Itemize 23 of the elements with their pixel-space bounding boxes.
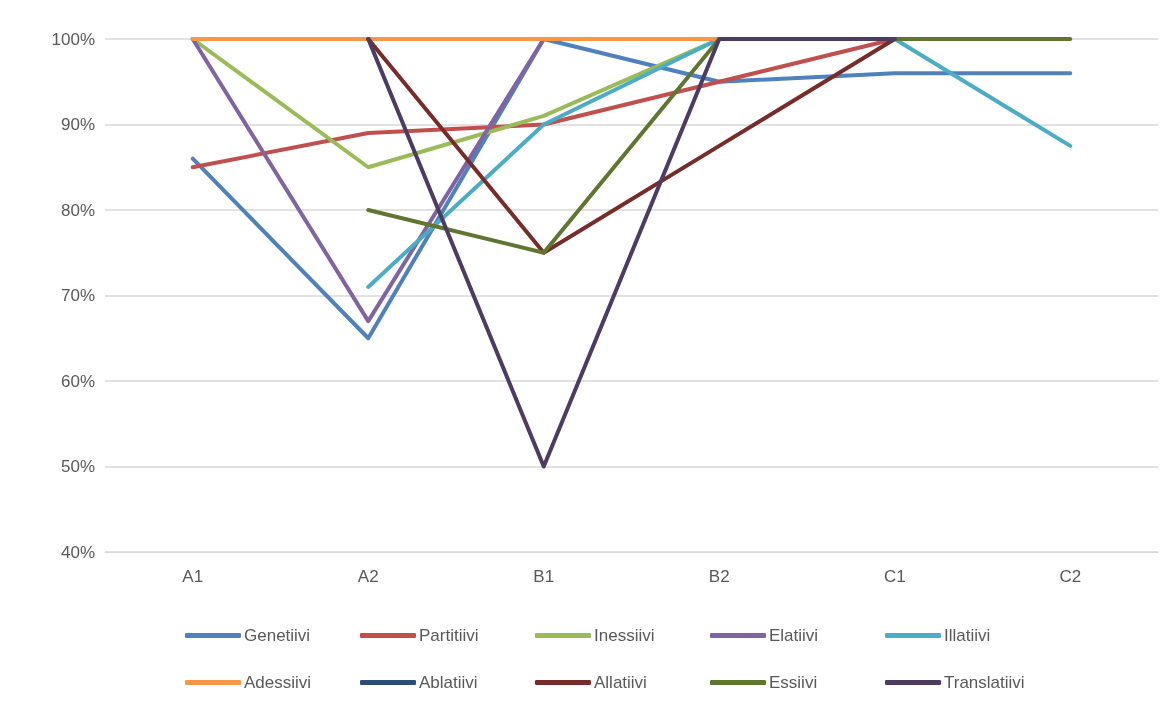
legend-label: Allatiivi xyxy=(594,673,647,692)
y-tick-label: 50% xyxy=(60,457,95,476)
legend-label: Essiivi xyxy=(769,673,818,692)
y-tick-label: 80% xyxy=(60,200,95,220)
x-tick-label: B1 xyxy=(533,567,555,586)
y-tick-label: 100% xyxy=(51,29,95,49)
legend-label: Inessiivi xyxy=(594,626,655,645)
legend-label: Adessiivi xyxy=(244,673,312,692)
legend-label: Genetiivi xyxy=(244,626,311,645)
legend-label: Illatiivi xyxy=(944,626,991,645)
x-tick-label: A1 xyxy=(182,567,204,586)
y-tick-label: 70% xyxy=(60,286,95,305)
y-tick-label: 90% xyxy=(60,115,95,134)
y-tick-label: 60% xyxy=(60,371,95,391)
x-tick-label: C2 xyxy=(1059,567,1082,586)
x-tick-label: B2 xyxy=(708,567,730,586)
legend-label: Translatiivi xyxy=(944,673,1025,692)
x-tick-label: A2 xyxy=(357,567,379,586)
x-tick-label: C1 xyxy=(883,567,906,586)
legend-label: Ablatiivi xyxy=(419,673,478,692)
legend-label: Elatiivi xyxy=(769,626,819,645)
legend-label: Partitiivi xyxy=(419,626,479,645)
y-tick-label: 40% xyxy=(60,542,95,562)
